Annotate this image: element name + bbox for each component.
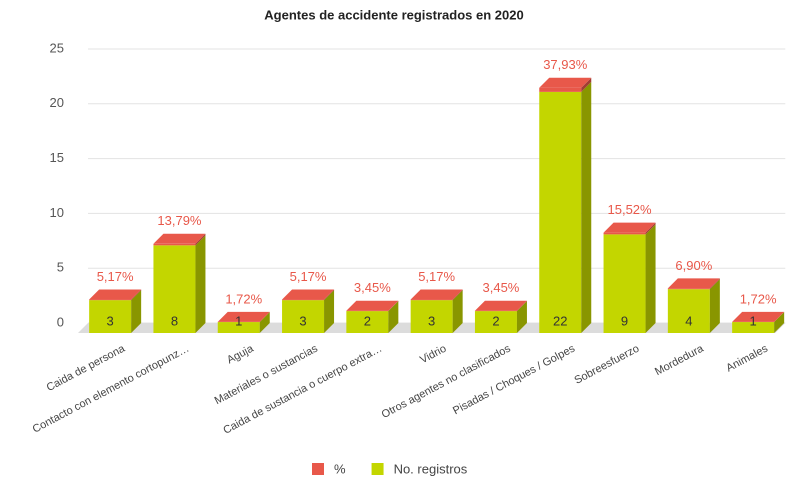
x-tick-label: Aguja	[225, 342, 256, 366]
value-label: 13,79%	[157, 213, 202, 228]
chart-title: Agentes de accidente registrados en 2020	[264, 7, 523, 22]
bar-front	[89, 300, 131, 301]
value-label: 2	[492, 313, 499, 328]
x-tick-label: Materiales o sustancias	[213, 342, 321, 407]
value-label: 3	[299, 313, 306, 328]
bar-front	[153, 244, 195, 246]
bar-group: 1 1,72%	[732, 291, 784, 333]
legend-label: %	[334, 461, 346, 476]
legend-swatch	[312, 463, 324, 475]
value-label: 5,17%	[418, 269, 455, 284]
x-tick-label: Pisadas / Choques / Golpes	[451, 342, 577, 417]
value-label: 1	[750, 313, 757, 328]
y-tick-label: 10	[50, 205, 64, 220]
y-tick-label: 15	[50, 150, 64, 165]
bar-group: 1 1,72%	[218, 291, 270, 333]
value-label: 22	[553, 313, 567, 328]
legend-label: No. registros	[394, 461, 468, 476]
bar-side	[581, 82, 591, 333]
y-tick-label: 20	[50, 95, 64, 110]
value-label: 9	[621, 313, 628, 328]
bar-group: 2 3,45%	[346, 280, 398, 333]
value-label: 15,52%	[608, 202, 653, 217]
bar-group: 9 15,52%	[604, 202, 656, 333]
bar-front	[282, 300, 324, 301]
value-label: 3	[107, 313, 114, 328]
bar-group: 8 13,79%	[153, 213, 205, 333]
value-label: 2	[364, 313, 371, 328]
bar-group: 3 5,17%	[89, 269, 141, 333]
x-tick-label: Vidrio	[418, 343, 448, 367]
y-tick-label: 0	[57, 314, 64, 329]
bar-group: 3 5,17%	[411, 269, 463, 333]
bar-side	[195, 235, 205, 333]
y-tick-label: 25	[50, 40, 64, 55]
bar-front	[539, 92, 581, 333]
bar-front	[604, 233, 646, 235]
value-label: 8	[171, 313, 178, 328]
x-tick-label: Animales	[724, 342, 770, 374]
x-tick-label: Mordedura	[653, 342, 706, 378]
legend-swatch	[372, 463, 384, 475]
x-tick-label: Sobreesfuerzo	[573, 343, 642, 387]
y-tick-label: 5	[57, 260, 64, 275]
bar-front	[668, 288, 710, 289]
value-label: 4	[685, 313, 692, 328]
value-label: 3,45%	[483, 280, 520, 295]
bar-group: 4 6,90%	[668, 258, 720, 333]
value-label: 37,93%	[543, 57, 588, 72]
bar-front	[411, 300, 453, 301]
value-label: 1,72%	[740, 291, 777, 306]
bar-group: 22 37,93%	[539, 57, 591, 333]
value-label: 1	[235, 313, 242, 328]
bar-group: 2 3,45%	[475, 280, 527, 333]
value-label: 6,90%	[675, 258, 712, 273]
value-label: 5,17%	[290, 269, 327, 284]
bar-front	[539, 88, 581, 92]
value-label: 3,45%	[354, 280, 391, 295]
value-label: 3	[428, 313, 435, 328]
bar-side	[646, 224, 656, 333]
value-label: 1,72%	[225, 291, 262, 306]
value-label: 5,17%	[97, 269, 134, 284]
bar-group: 3 5,17%	[282, 269, 334, 333]
